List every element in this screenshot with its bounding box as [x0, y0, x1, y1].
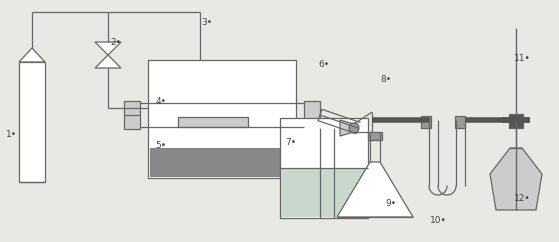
Text: 10•: 10•	[430, 216, 447, 225]
Polygon shape	[490, 148, 542, 210]
Text: 2•: 2•	[111, 38, 122, 47]
Text: 5•: 5•	[155, 141, 167, 150]
Circle shape	[349, 123, 359, 133]
Text: 7•: 7•	[285, 138, 296, 147]
Bar	[148, 60, 296, 178]
Polygon shape	[95, 42, 121, 55]
Polygon shape	[337, 162, 413, 217]
Text: 6•: 6•	[319, 60, 330, 69]
Bar	[150, 148, 294, 176]
Polygon shape	[19, 48, 45, 62]
Bar	[281, 168, 367, 217]
Text: 1•: 1•	[6, 130, 17, 139]
Bar	[421, 116, 431, 128]
Text: 4•: 4•	[155, 97, 167, 106]
Bar	[509, 114, 523, 128]
Bar	[19, 62, 45, 182]
Bar	[455, 116, 465, 128]
Text: 8•: 8•	[380, 75, 391, 84]
Bar	[124, 101, 140, 129]
Bar	[304, 101, 320, 129]
Text: 12•: 12•	[514, 194, 531, 203]
Bar	[280, 118, 368, 218]
Bar	[178, 117, 248, 127]
Text: 3•: 3•	[201, 18, 212, 28]
Polygon shape	[95, 55, 121, 68]
Text: 9•: 9•	[386, 199, 397, 208]
Polygon shape	[340, 120, 354, 136]
Text: 11•: 11•	[514, 53, 531, 63]
Bar	[368, 132, 382, 140]
